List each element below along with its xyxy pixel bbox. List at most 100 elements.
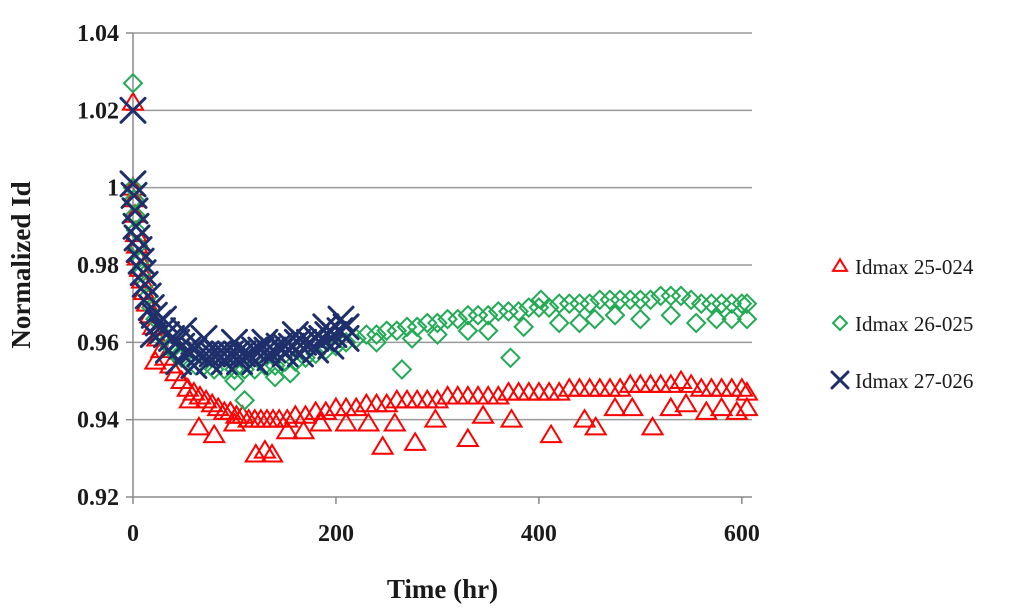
data-point <box>516 381 541 401</box>
data-point <box>275 408 300 428</box>
y-tick-label: 0.92 <box>77 485 119 511</box>
data-point <box>291 419 316 440</box>
data-point <box>735 396 759 417</box>
data-point <box>447 308 469 330</box>
data-point <box>366 324 387 346</box>
data-point <box>567 377 592 397</box>
data-point <box>187 415 211 436</box>
data-point <box>256 344 284 372</box>
data-point <box>659 396 683 417</box>
data-point <box>220 328 248 356</box>
data-point <box>275 419 300 440</box>
data-point <box>222 412 247 432</box>
y-tick-label: 0.94 <box>77 408 119 434</box>
data-point <box>680 289 702 311</box>
data-point <box>659 373 683 393</box>
data-point <box>577 377 602 397</box>
data-point <box>244 443 268 463</box>
data-point <box>721 293 743 315</box>
data-series <box>119 72 759 463</box>
data-point <box>281 321 309 349</box>
data-point <box>609 289 631 311</box>
data-point <box>403 431 427 451</box>
data-point <box>383 412 407 432</box>
x-tick-label: 600 <box>724 521 760 547</box>
legend-label: Idmax 25-024 <box>855 255 974 279</box>
data-point <box>604 304 626 326</box>
data-point <box>457 320 479 342</box>
data-point <box>355 324 377 346</box>
data-point <box>694 400 719 420</box>
data-point <box>122 72 144 94</box>
data-point <box>598 377 622 397</box>
data-point <box>537 381 561 401</box>
data-point <box>603 396 627 417</box>
data-point <box>427 324 448 346</box>
legend-label: Idmax 27-026 <box>855 369 973 393</box>
data-point <box>386 320 408 342</box>
data-point <box>334 412 358 432</box>
data-point <box>588 377 612 397</box>
data-point <box>308 412 333 432</box>
data-point <box>709 396 734 417</box>
data-point <box>486 385 511 405</box>
data-point <box>583 415 608 436</box>
data-point <box>401 328 423 349</box>
data-point <box>674 392 698 413</box>
y-tick-label: 0.96 <box>77 330 119 356</box>
data-point <box>437 308 458 330</box>
data-point <box>700 293 722 315</box>
legend-marker <box>831 314 849 332</box>
data-point <box>302 336 330 364</box>
data-point <box>332 313 360 341</box>
data-point <box>569 312 590 334</box>
data-point <box>690 293 712 315</box>
y-tick-label: 1.04 <box>77 21 119 47</box>
data-point <box>427 312 448 334</box>
data-point <box>660 304 682 326</box>
data-point <box>391 358 413 380</box>
data-point <box>405 388 429 409</box>
data-point <box>327 305 355 333</box>
data-point <box>127 247 155 275</box>
data-point <box>445 385 470 405</box>
data-point <box>736 293 758 315</box>
data-point <box>477 320 499 342</box>
data-point <box>423 408 448 428</box>
data-point <box>725 400 749 420</box>
data-point <box>122 212 150 240</box>
data-point <box>178 388 202 409</box>
data-point <box>119 96 147 124</box>
legend-item: Idmax 27-026 <box>830 369 973 393</box>
data-point <box>538 297 560 318</box>
data-point <box>466 385 490 405</box>
data-point <box>648 373 673 393</box>
data-point <box>415 388 440 409</box>
data-point <box>518 297 540 318</box>
data-point <box>194 388 218 409</box>
data-point <box>125 236 153 264</box>
data-point <box>513 316 535 338</box>
data-point <box>650 285 672 307</box>
data-point <box>279 362 301 384</box>
data-point <box>669 369 693 389</box>
data-point <box>572 408 597 428</box>
data-point <box>260 443 284 463</box>
data-point <box>416 312 438 334</box>
data-point <box>188 385 212 405</box>
data-point <box>736 308 758 330</box>
legend-item: Idmax 26-025 <box>831 312 973 336</box>
legend-item: Idmax 25-024 <box>831 255 974 279</box>
data-point <box>456 427 480 447</box>
legend: Idmax 25-024 Idmax 26-025 Idmax 27-026 <box>830 255 974 393</box>
data-point <box>119 170 147 198</box>
data-point <box>679 373 703 393</box>
series-x <box>119 96 360 380</box>
data-point <box>477 304 499 326</box>
data-point <box>640 415 665 436</box>
data-point <box>312 313 340 341</box>
data-point <box>670 285 692 307</box>
data-point <box>548 312 570 334</box>
legend-marker <box>830 370 850 390</box>
